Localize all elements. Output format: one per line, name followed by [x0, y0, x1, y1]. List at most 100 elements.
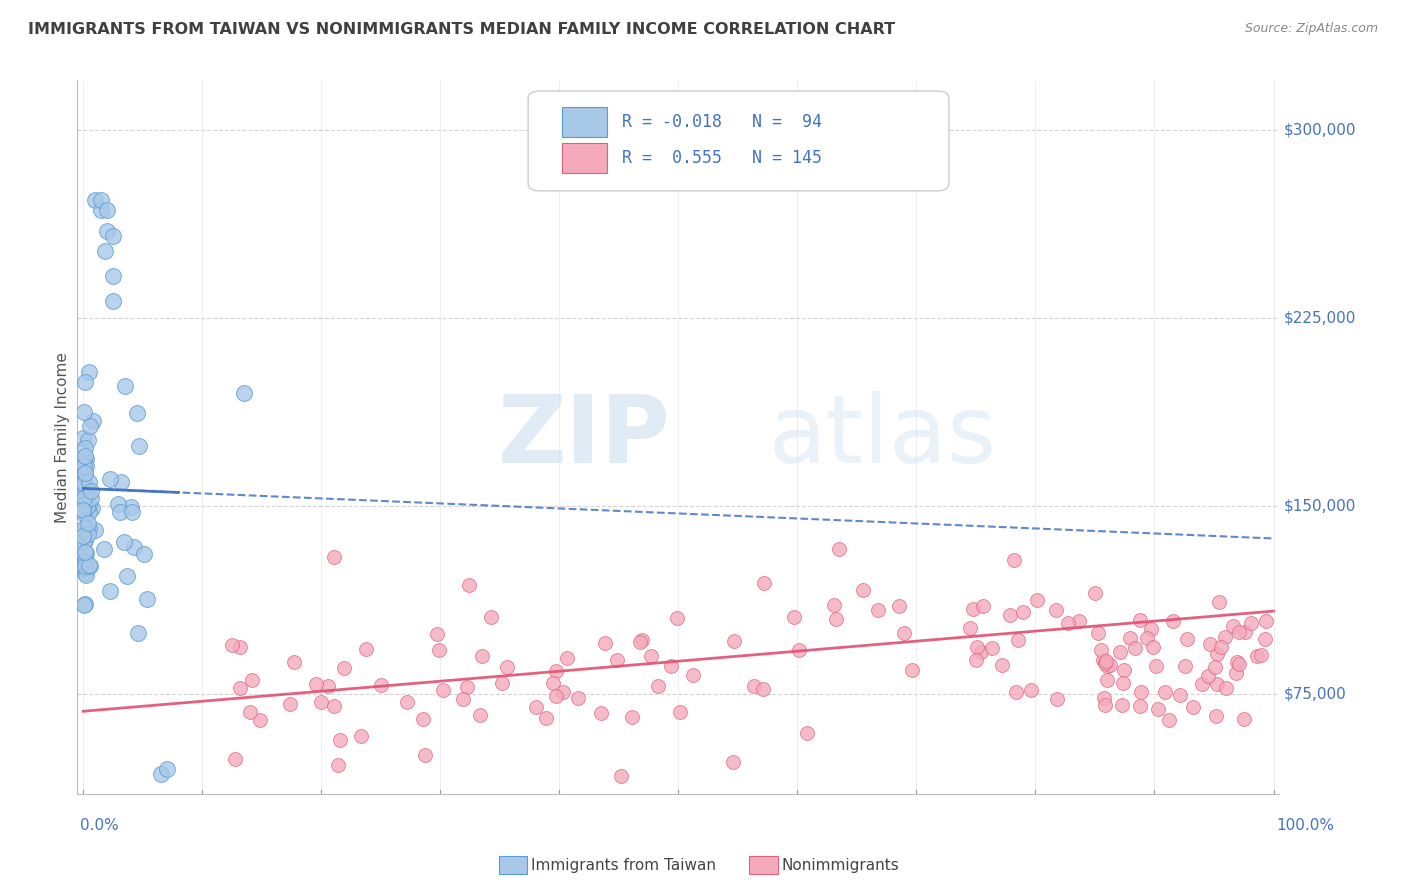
Point: [322, 549, 344, 564]
Point: [1045, 603, 1067, 617]
Point: [544, 664, 567, 678]
Point: [589, 706, 612, 721]
Point: [887, 599, 910, 614]
Point: [134, 547, 156, 561]
Text: Immigrants from Taiwan: Immigrants from Taiwan: [531, 858, 717, 872]
Point: [1181, 700, 1204, 714]
Point: [1026, 593, 1049, 607]
Point: [316, 679, 339, 693]
Text: IMMIGRANTS FROM TAIWAN VS NONIMMIGRANTS MEDIAN FAMILY INCOME CORRELATION CHART: IMMIGRANTS FROM TAIWAN VS NONIMMIGRANTS …: [28, 22, 896, 37]
Point: [1161, 615, 1184, 629]
Point: [77, 505, 100, 519]
Point: [90, 194, 112, 208]
Point: [121, 505, 143, 519]
Point: [828, 541, 851, 556]
Point: [721, 756, 744, 770]
Point: [567, 691, 589, 706]
Point: [1215, 681, 1237, 695]
Point: [122, 540, 145, 554]
Point: [866, 603, 889, 617]
Text: R =  0.555   N = 145: R = 0.555 N = 145: [621, 149, 823, 167]
Point: [72, 523, 94, 537]
Point: [1005, 685, 1028, 699]
Point: [101, 293, 124, 308]
Point: [621, 710, 644, 724]
Point: [1129, 698, 1152, 713]
Point: [98, 472, 121, 486]
Point: [77, 558, 100, 572]
Point: [73, 520, 96, 534]
Point: [72, 598, 94, 612]
Point: [1007, 633, 1029, 648]
Point: [1254, 632, 1277, 646]
Point: [73, 544, 96, 558]
Point: [901, 663, 924, 677]
Point: [1205, 708, 1227, 723]
Point: [239, 705, 262, 719]
Point: [754, 575, 776, 590]
Point: [534, 711, 557, 725]
Point: [959, 621, 981, 635]
Point: [1256, 615, 1278, 629]
Point: [350, 730, 373, 744]
Point: [329, 733, 352, 747]
Point: [73, 597, 96, 611]
Point: [249, 714, 271, 728]
Point: [1206, 647, 1229, 661]
Point: [1197, 668, 1219, 682]
Point: [72, 465, 94, 479]
Point: [1094, 656, 1116, 670]
Point: [221, 638, 243, 652]
Point: [370, 678, 392, 692]
Y-axis label: Median Family Income: Median Family Income: [55, 351, 70, 523]
Point: [80, 500, 103, 515]
Point: [72, 528, 94, 542]
Point: [73, 496, 96, 510]
Point: [555, 651, 578, 665]
Point: [432, 683, 454, 698]
Point: [79, 483, 101, 498]
Point: [73, 566, 96, 580]
Point: [96, 203, 118, 218]
Text: ZIP: ZIP: [498, 391, 671, 483]
Point: [77, 365, 100, 379]
Point: [966, 640, 988, 655]
Point: [1233, 624, 1256, 639]
Point: [1222, 618, 1244, 632]
Point: [893, 626, 915, 640]
Point: [128, 440, 150, 454]
Point: [229, 640, 252, 654]
Point: [323, 699, 346, 714]
Point: [73, 498, 96, 512]
Text: 100.0%: 100.0%: [1277, 818, 1334, 832]
Point: [852, 583, 875, 598]
Point: [73, 480, 96, 494]
Point: [742, 679, 765, 693]
Point: [1092, 691, 1115, 706]
Point: [73, 483, 96, 497]
Point: [479, 610, 502, 624]
FancyBboxPatch shape: [529, 91, 949, 191]
Point: [72, 431, 94, 445]
Point: [631, 632, 654, 647]
Point: [491, 676, 513, 690]
Point: [606, 653, 628, 667]
FancyBboxPatch shape: [562, 107, 607, 137]
Point: [1087, 626, 1109, 640]
Point: [970, 645, 993, 659]
Point: [1175, 632, 1198, 646]
Point: [1112, 676, 1135, 690]
Point: [93, 244, 115, 258]
Point: [332, 661, 354, 675]
Point: [73, 479, 96, 493]
Point: [1114, 663, 1136, 677]
Point: [75, 480, 97, 494]
Point: [1232, 712, 1254, 726]
Point: [752, 681, 775, 696]
Point: [1130, 685, 1153, 699]
Point: [242, 673, 264, 687]
Point: [73, 466, 96, 480]
Point: [1140, 623, 1163, 637]
Point: [72, 534, 94, 549]
Point: [666, 611, 689, 625]
